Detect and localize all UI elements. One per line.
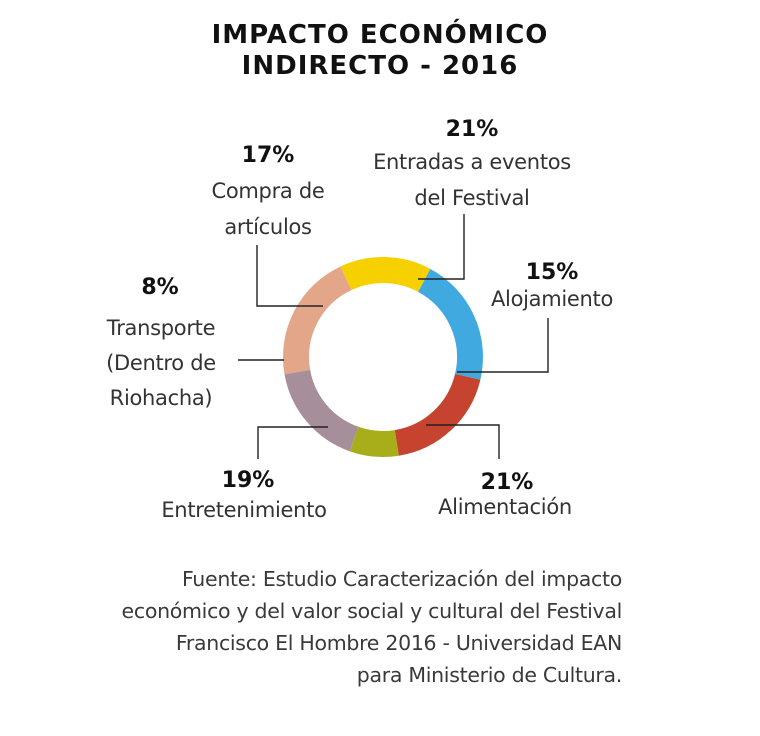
donut-slice-entradas [283,266,352,375]
slice-pct-label-alimentacion: 21% [481,470,534,495]
donut-slice-compra [284,369,359,452]
leader-line-alimentacion [426,424,500,459]
source-line-3: Francisco El Hombre 2016 - Universidad E… [175,631,622,655]
leader-line-compra [256,245,323,307]
source-line-4: para Ministerio de Cultura. [356,663,623,687]
chart-title-line-1: IMPACTO ECONÓMICO [211,20,549,50]
slice-label-compra-line-2: artículos [224,215,311,239]
donut-slice-alojamiento [340,257,431,293]
slice-label-alimentacion-line-1: Alimentación [438,495,572,519]
leader-line-entretenimiento [257,426,328,459]
donut-slice-entretenimiento [394,373,481,456]
chart-title: IMPACTO ECONÓMICO INDIRECTO - 2016 [0,20,760,82]
source-note: Fuente: Estudio Caracterización del impa… [121,563,623,691]
source-line-1: Fuente: Estudio Caracterización del impa… [181,567,622,591]
leader-lines [238,214,549,459]
chart-title-line-2: INDIRECTO - 2016 [241,51,519,81]
slice-pct-label-compra: 17% [242,143,295,168]
slice-pct-label-transporte: 8% [141,275,178,300]
leader-line-entradas [418,214,465,280]
slice-pct-label-alojamiento: 15% [526,260,579,285]
slice-label-alojamiento-line-1: Alojamiento [491,287,613,311]
slice-label-transporte-line-1: Transporte [106,316,215,340]
source-line-2: económico y del valor social y cultural … [121,599,623,623]
slice-label-compra-line-1: Compra de [211,179,324,203]
slice-pct-label-entretenimiento: 19% [222,468,275,493]
donut-slice-alimentacion [417,268,483,380]
slice-label-entradas-line-1: Entradas a eventos [373,150,571,174]
leader-line-alojamiento [457,318,549,373]
slice-label-entradas-line-2: del Festival [414,186,529,210]
slice-pct-label-entradas: 21% [446,117,499,142]
donut-slice-transporte [349,426,399,457]
donut-slices [283,257,483,457]
slice-label-entretenimiento-line-1: Entretenimiento [161,498,326,522]
slice-label-transporte-line-2: (Dentro de [106,351,216,375]
slice-label-transporte-line-3: Riohacha) [110,386,213,410]
